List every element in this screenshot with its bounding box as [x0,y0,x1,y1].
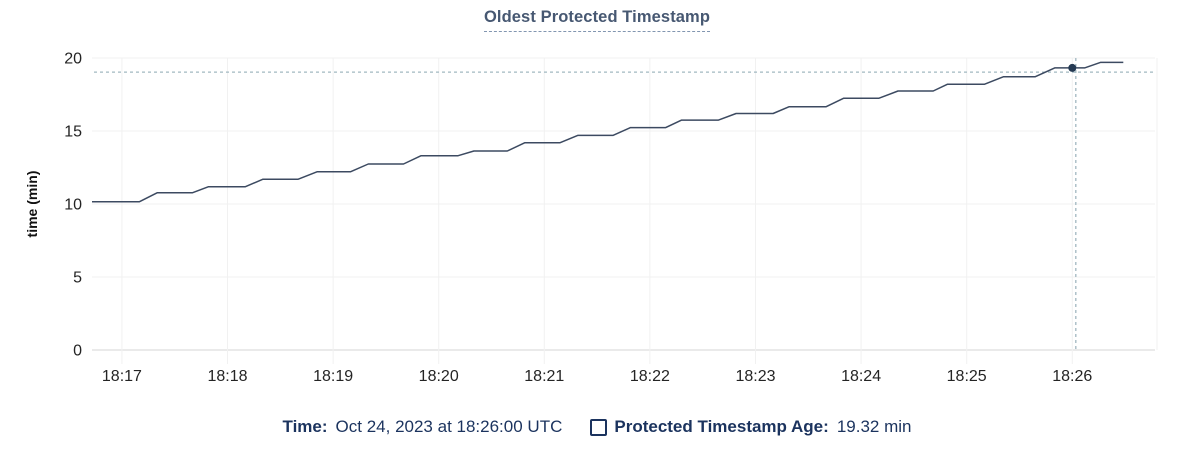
chart-header: Oldest Protected Timestamp [0,8,1194,32]
chart-title[interactable]: Oldest Protected Timestamp [483,8,711,32]
y-tick-label: 10 [64,197,82,214]
x-tick-label: 18:25 [947,368,987,385]
y-tick-label: 0 [73,343,82,360]
hover-point-dot [1068,63,1077,72]
y-tick-label: 15 [64,124,82,141]
x-tick-label: 18:19 [313,368,353,385]
series-value: 19.32 min [836,417,912,436]
legend-item-protected-timestamp-age[interactable]: Protected Timestamp Age: 19.32 min [590,417,911,437]
x-tick-label: 18:21 [524,368,564,385]
y-tick-label: 5 [73,270,82,287]
time-value: Oct 24, 2023 at 18:26:00 UTC [335,417,563,436]
y-tick-label: 20 [64,51,82,68]
series-checkbox-swatch[interactable] [590,418,608,436]
x-tick-label: 18:20 [419,368,459,385]
x-tick-label: 18:24 [841,368,881,385]
x-tick-label: 18:23 [735,368,775,385]
time-label: Time: [282,417,328,436]
series-line-protected-timestamp-age [92,61,1124,203]
line-chart-plot-area[interactable]: 0 5 10 15 20 18:17 18:18 18:19 18:20 18:21 18:22 18… [0,0,1194,400]
x-tick-label: 18:26 [1052,368,1092,385]
x-tick-label: 18:17 [102,368,142,385]
series-label: Protected Timestamp Age: [614,417,829,436]
x-tick-label: 18:22 [630,368,670,385]
x-tick-label: 18:18 [207,368,247,385]
chart-hover-legend: Time: Oct 24, 2023 at 18:26:00 UTC Protec… [0,417,1194,437]
